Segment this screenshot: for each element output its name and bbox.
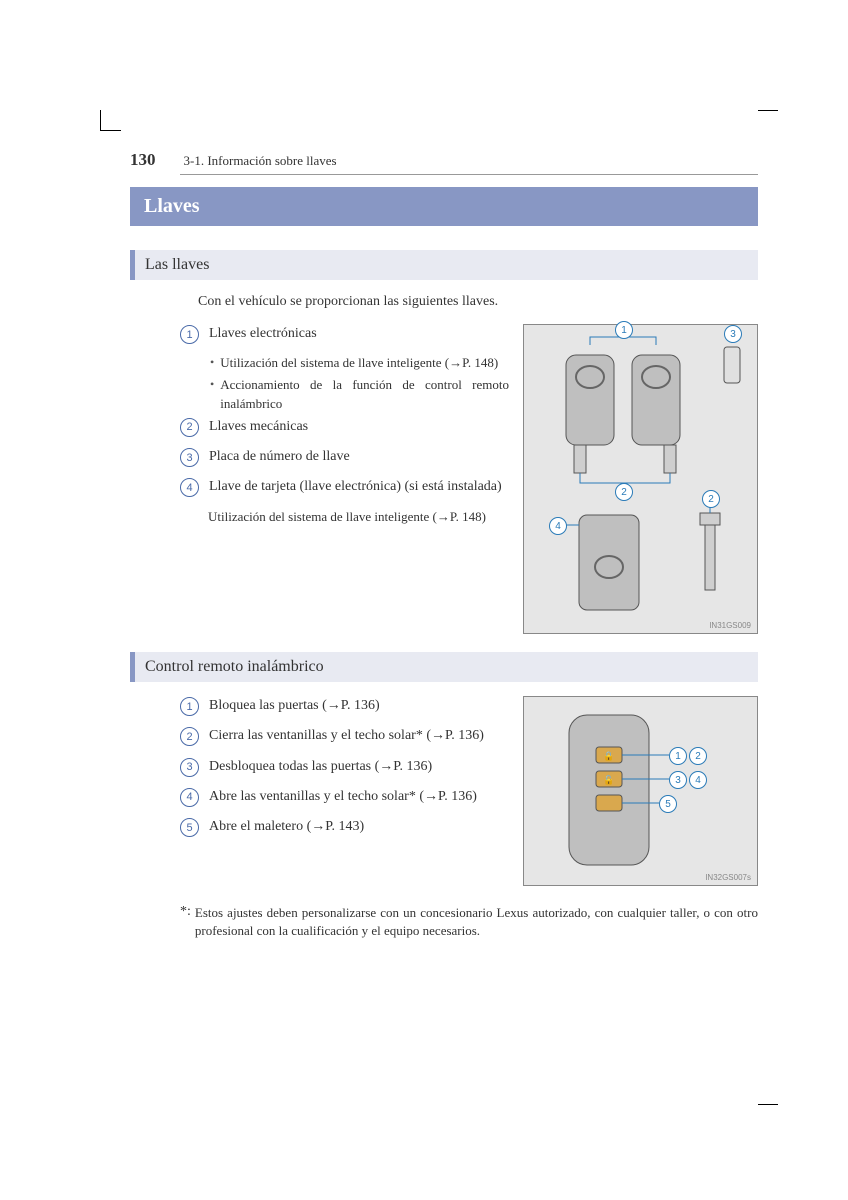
keys-diagram: 1 2 3 4 2 IN31GS009 <box>523 324 758 634</box>
item-label: Llaves electrónicas <box>209 324 317 344</box>
item-note: Utilización del sistema de llave intelig… <box>208 508 509 526</box>
item-number-icon: 3 <box>180 448 199 467</box>
callout-icon: 4 <box>549 517 567 535</box>
intro-text: Con el vehículo se proporcionan las sigu… <box>198 294 758 310</box>
item-number-icon: 1 <box>180 325 199 344</box>
item-label: Bloquea las puertas (→P. 136) <box>209 696 380 716</box>
footnote-mark: *: <box>180 904 191 920</box>
list-item: 3 Desbloquea todas las puertas (→P. 136) <box>180 757 509 777</box>
item-label: Placa de número de llave <box>209 447 350 467</box>
callout-icon: 2 <box>689 747 707 765</box>
callout-icon: 4 <box>689 771 707 789</box>
bullet-icon: • <box>210 377 214 392</box>
list-item: 2 Llaves mecánicas <box>180 417 509 437</box>
item-number-icon: 5 <box>180 818 199 837</box>
crop-mark <box>758 1084 778 1105</box>
figure-id: IN32GS007s <box>705 873 751 882</box>
callout-icon: 1 <box>669 747 687 765</box>
item-label: Desbloquea todas las puertas (→P. 136) <box>209 757 432 777</box>
item-number-icon: 4 <box>180 478 199 497</box>
item-number-icon: 1 <box>180 697 199 716</box>
section-header-remote: Control remoto inalámbrico <box>130 652 758 682</box>
callout-icon: 5 <box>659 795 677 813</box>
remote-illustration: 🔒 🔓 <box>524 697 759 887</box>
callout-icon: 2 <box>702 490 720 508</box>
page-title: Llaves <box>130 187 758 226</box>
list-item: 5 Abre el maletero (→P. 143) <box>180 817 509 837</box>
svg-text:🔒: 🔒 <box>603 751 614 761</box>
list-item: 4 Llave de tarjeta (llave electrónica) (… <box>180 477 509 497</box>
remote-diagram: 🔒 🔓 1 2 3 4 5 IN32GS007s <box>523 696 758 886</box>
item-label: Llaves mecánicas <box>209 417 308 437</box>
page-number: 130 <box>130 150 156 170</box>
item-number-icon: 4 <box>180 788 199 807</box>
list-subitem: • Accionamiento de la función de control… <box>210 376 509 412</box>
keys-list: 1 Llaves electrónicas • Utilización del … <box>180 324 509 634</box>
page-header: 130 3-1. Información sobre llaves <box>180 150 758 175</box>
list-item: 1 Llaves electrónicas <box>180 324 509 344</box>
item-number-icon: 2 <box>180 418 199 437</box>
footnote-text: Estos ajustes deben personalizarse con u… <box>195 904 758 940</box>
svg-text:🔓: 🔓 <box>603 774 614 785</box>
footnote: *: Estos ajustes deben personalizarse co… <box>180 904 758 940</box>
list-subitem: • Utilización del sistema de llave intel… <box>210 354 509 372</box>
crop-mark <box>100 110 121 131</box>
item-number-icon: 2 <box>180 727 199 746</box>
bullet-icon: • <box>210 355 214 370</box>
callout-icon: 3 <box>724 325 742 343</box>
callout-icon: 3 <box>669 771 687 789</box>
remote-list: 1 Bloquea las puertas (→P. 136) 2 Cierra… <box>180 696 509 886</box>
item-label: Llave de tarjeta (llave electrónica) (si… <box>209 477 502 497</box>
list-item: 2 Cierra las ventanillas y el techo sola… <box>180 726 509 746</box>
manual-page: 130 3-1. Información sobre llaves Llaves… <box>0 0 848 1200</box>
callout-icon: 2 <box>615 483 633 501</box>
callout-icon: 1 <box>615 321 633 339</box>
subitem-text: Accionamiento de la función de control r… <box>220 376 509 412</box>
item-number-icon: 3 <box>180 758 199 777</box>
item-label: Abre el maletero (→P. 143) <box>209 817 364 837</box>
item-label: Abre las ventanillas y el techo solar* (… <box>209 787 477 807</box>
item-label: Cierra las ventanillas y el techo solar*… <box>209 726 484 746</box>
crop-mark <box>758 110 778 131</box>
section2-content: 1 Bloquea las puertas (→P. 136) 2 Cierra… <box>180 696 758 886</box>
breadcrumb: 3-1. Información sobre llaves <box>184 153 337 169</box>
figure-container: 1 2 3 4 2 IN31GS009 <box>523 324 758 634</box>
keys-illustration <box>524 325 759 635</box>
figure-container: 🔒 🔓 1 2 3 4 5 IN32GS007s <box>523 696 758 886</box>
section1-content: 1 Llaves electrónicas • Utilización del … <box>180 324 758 634</box>
subitem-text: Utilización del sistema de llave intelig… <box>220 354 498 372</box>
section-header-keys: Las llaves <box>130 250 758 280</box>
figure-id: IN31GS009 <box>709 621 751 630</box>
list-item: 1 Bloquea las puertas (→P. 136) <box>180 696 509 716</box>
list-item: 3 Placa de número de llave <box>180 447 509 467</box>
list-item: 4 Abre las ventanillas y el techo solar*… <box>180 787 509 807</box>
